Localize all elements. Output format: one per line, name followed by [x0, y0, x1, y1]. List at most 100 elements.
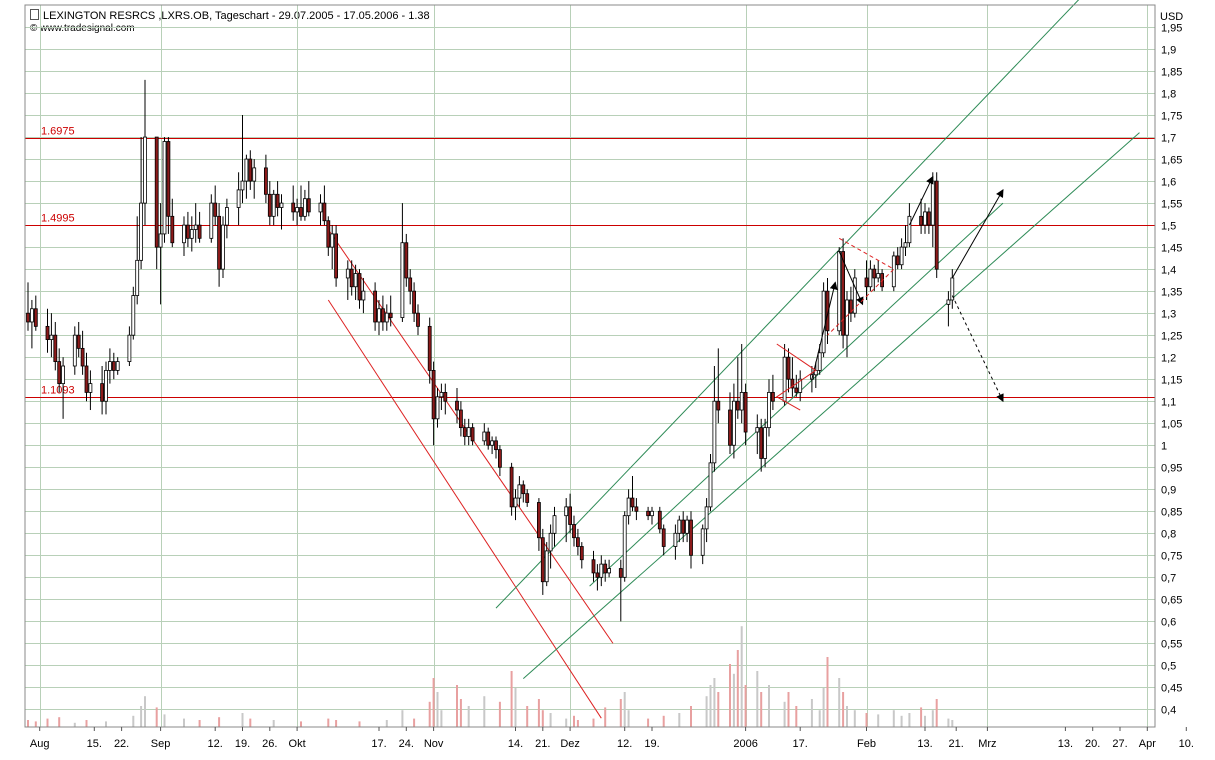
y-tick-label: 0,6 — [1161, 617, 1176, 629]
volume-bar — [838, 678, 841, 727]
plot-frame — [24, 4, 1156, 728]
volume-bar — [604, 707, 607, 727]
volume-bar — [818, 710, 821, 727]
candle-body — [135, 259, 140, 296]
volume-bar — [924, 715, 926, 727]
source-note: © www.tradesignal.com — [30, 23, 135, 34]
volume-bar — [951, 720, 954, 727]
x-tick-label: Sep — [151, 738, 171, 750]
x-tick-label: 20. — [1085, 738, 1100, 750]
candle-body — [786, 356, 791, 380]
candle-body — [100, 383, 104, 402]
volume-bar — [498, 701, 501, 727]
candle-body — [782, 356, 787, 402]
candle-body — [466, 427, 471, 437]
volume-bar — [144, 696, 146, 727]
x-tick-label: Okt — [289, 738, 306, 750]
candle-body — [80, 347, 85, 367]
candle-body — [771, 392, 775, 402]
x-tick-label: 24. — [399, 738, 414, 750]
y-tick-label: 0,65 — [1161, 595, 1182, 607]
candle-body — [295, 207, 300, 213]
volume-bar — [413, 718, 416, 727]
candle-body — [271, 193, 276, 217]
x-tick-label: 14. — [508, 738, 523, 750]
candle-body — [53, 334, 58, 362]
candle-body — [33, 308, 38, 327]
y-tick-label: 1,2 — [1161, 353, 1176, 365]
y-tick-label: 1,15 — [1161, 375, 1182, 387]
candle-body — [821, 290, 826, 354]
forecast-arrow — [838, 251, 864, 306]
candle-body — [345, 268, 350, 279]
candle-body — [470, 427, 475, 442]
candle-body — [681, 519, 686, 534]
candle-body — [408, 277, 413, 292]
candle-body — [252, 167, 257, 182]
volume-bar — [335, 720, 338, 727]
volume-bar — [218, 717, 221, 727]
volume-bar — [690, 706, 692, 727]
candle-body — [377, 308, 381, 323]
candle-body — [708, 462, 713, 508]
candle-body — [650, 510, 654, 517]
volume-bar — [576, 720, 579, 727]
volume-bar — [300, 721, 302, 727]
candle-body — [923, 211, 927, 226]
volume-bar — [662, 715, 665, 727]
candle-body — [595, 572, 600, 578]
volume-bar — [401, 710, 404, 727]
volume-bar — [428, 701, 431, 727]
forecast-arrow — [811, 281, 838, 380]
candle-body — [400, 242, 405, 318]
candle-body — [872, 268, 877, 279]
volume-bar — [467, 706, 470, 727]
candle-body — [162, 141, 167, 235]
forecast-arrow — [908, 175, 934, 226]
candle-body — [115, 361, 120, 371]
candle-body — [240, 180, 245, 191]
volume-bar — [183, 718, 185, 727]
volume-bar — [877, 714, 880, 727]
x-tick-label: 22. — [114, 738, 129, 750]
y-tick-label: 0,5 — [1161, 661, 1176, 673]
candle-body — [517, 484, 522, 499]
volume-bar — [810, 699, 813, 727]
x-tick-label: 13. — [917, 738, 932, 750]
volume-bar — [892, 710, 895, 727]
candle-body — [876, 273, 881, 279]
candle-body — [763, 427, 767, 459]
candle-body — [322, 202, 327, 222]
candle-body — [490, 440, 495, 446]
candle-body — [946, 299, 951, 305]
candle-body — [455, 400, 459, 411]
candle-body — [108, 361, 112, 371]
candle-body — [540, 537, 545, 583]
candle-body — [712, 400, 717, 464]
volume-bar — [947, 718, 950, 727]
y-tick-label: 1,45 — [1161, 243, 1182, 255]
x-tick-label: Mrz — [978, 738, 996, 750]
candle-body — [486, 431, 491, 446]
candle-body — [224, 207, 229, 226]
candle-body — [139, 202, 144, 261]
candle-body — [458, 409, 463, 429]
candle-body — [622, 515, 627, 578]
candle-body — [513, 497, 518, 508]
candle-body — [603, 563, 608, 574]
volume-bar — [623, 692, 626, 727]
candle-body — [217, 215, 222, 270]
candle-body — [279, 202, 284, 208]
volume-bar — [440, 710, 443, 727]
candle-body — [29, 308, 34, 323]
candle-body — [607, 568, 611, 574]
candle-body — [111, 361, 116, 371]
volume-bar — [709, 685, 712, 727]
x-tick-label: 12. — [208, 738, 223, 750]
volume-bar — [760, 692, 763, 727]
pattern-annotations — [775, 175, 1004, 411]
candle-body — [591, 559, 596, 574]
volume-bar — [573, 715, 575, 727]
candle-body — [439, 392, 444, 398]
y-tick-label: 1,7 — [1161, 133, 1176, 145]
